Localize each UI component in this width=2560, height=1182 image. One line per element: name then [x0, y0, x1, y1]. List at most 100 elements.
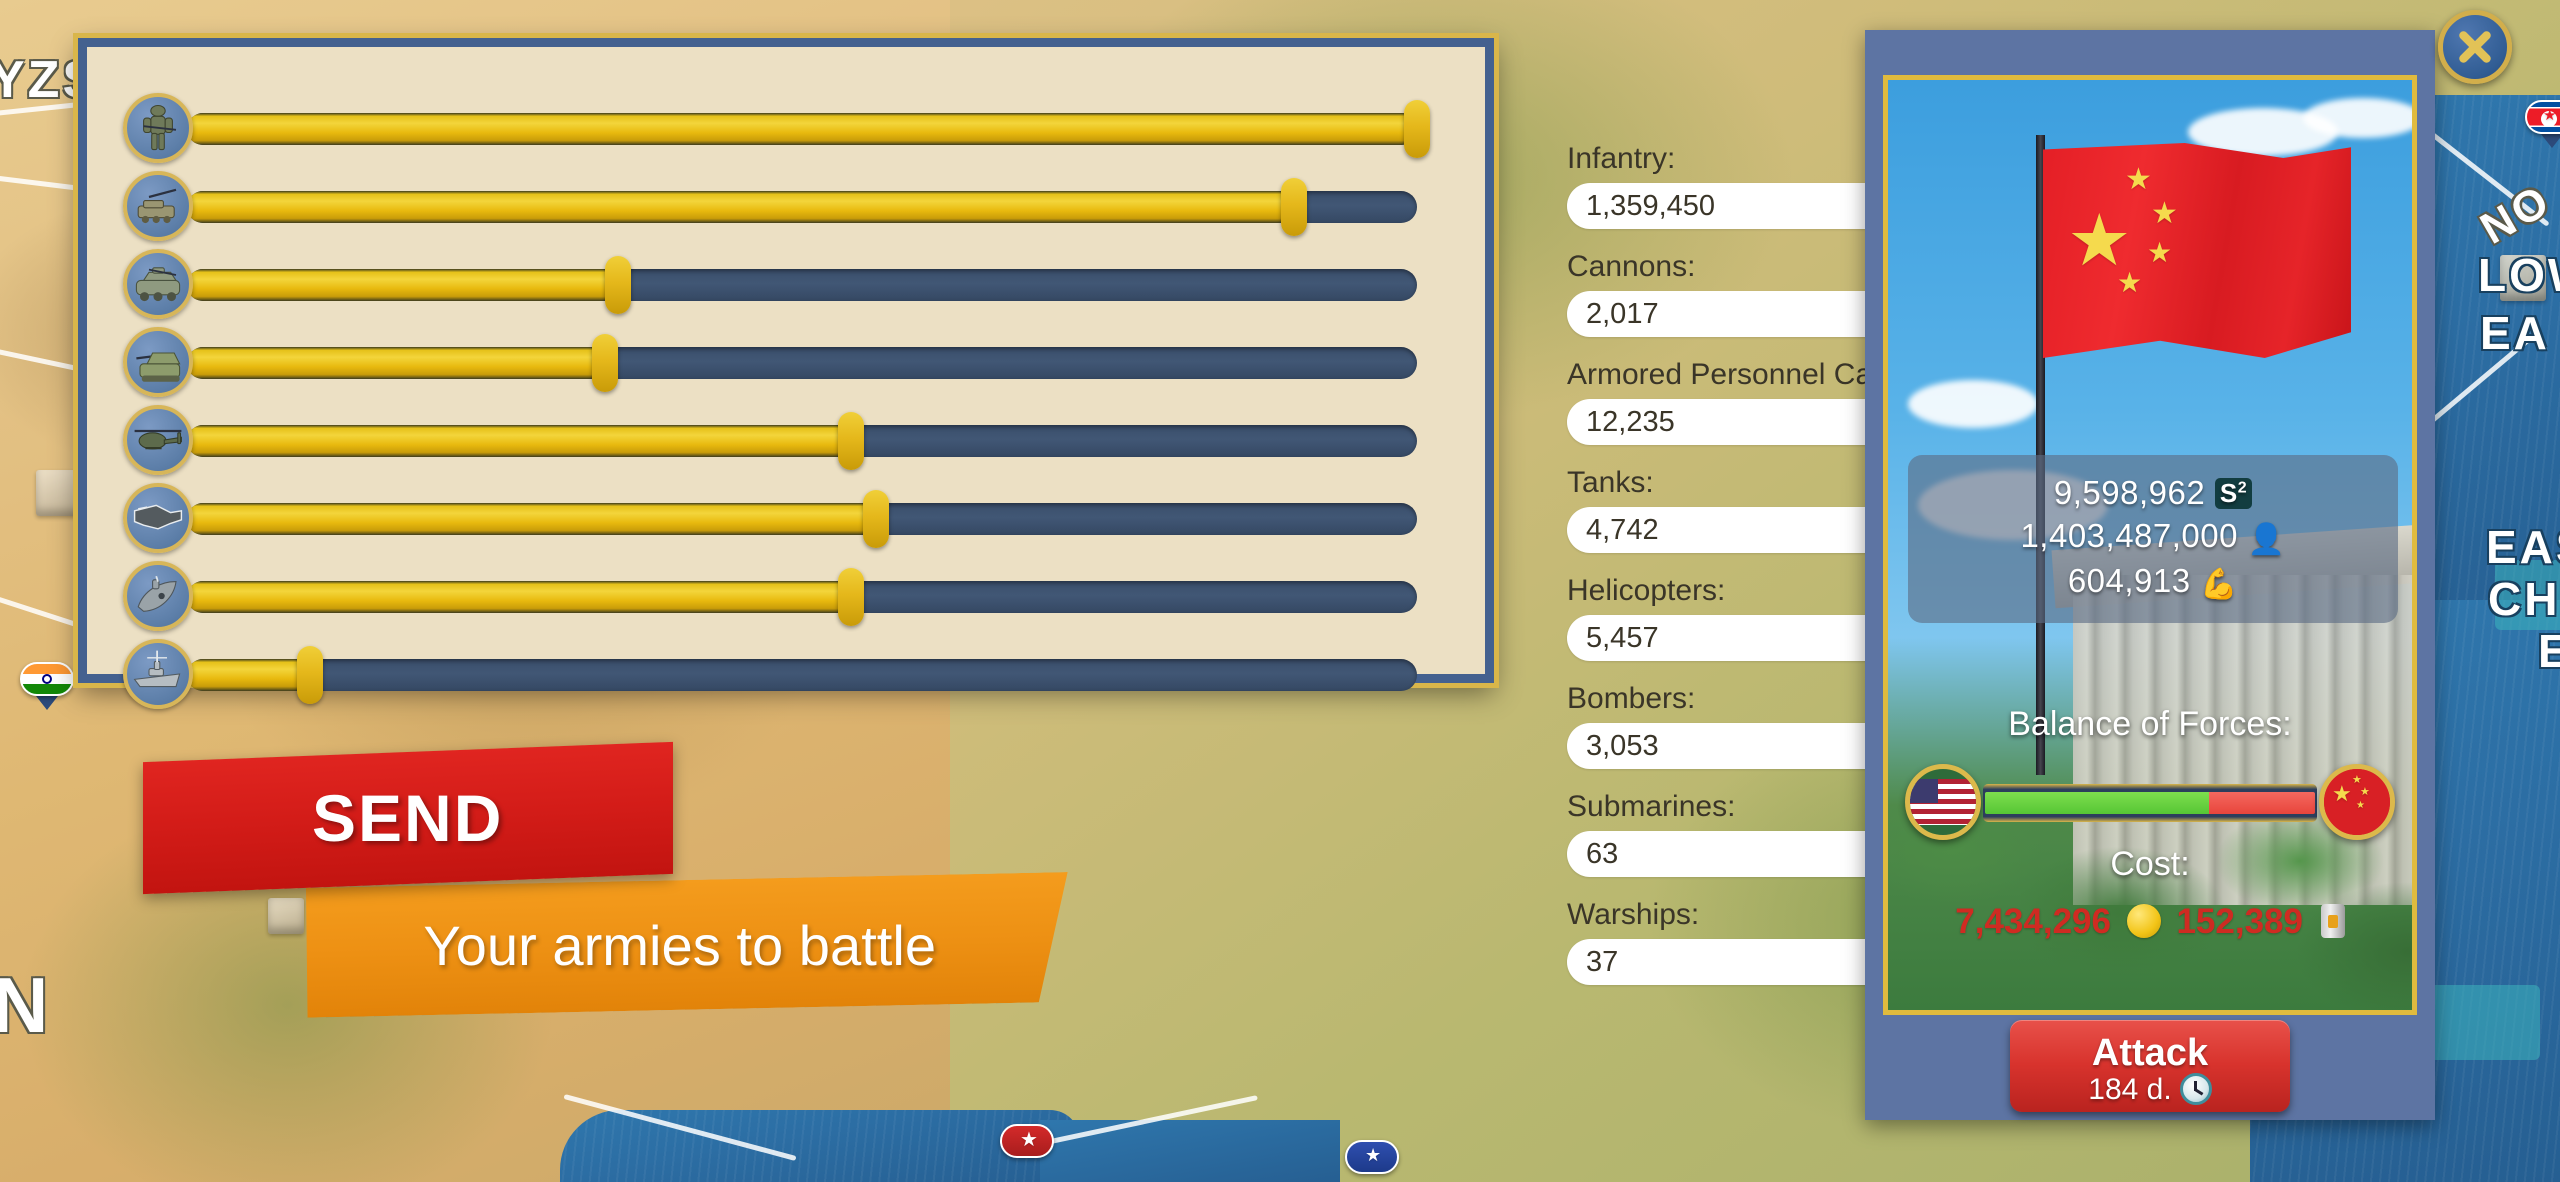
close-icon — [2459, 31, 2491, 63]
oil-barrel-icon — [2320, 904, 2345, 938]
attack-button-duration: 184 d. — [2010, 1072, 2290, 1107]
tutorial-send-label: SEND — [312, 781, 504, 855]
stat-input-helicopter[interactable] — [1567, 615, 1911, 661]
target-country-panel: ★ ★ ★ ★ ★ 9,598,962 S2 1,403,487,000 👤 6… — [1865, 30, 2435, 1120]
army-selection-panel: Infantry: Cannons: Armored Personnel Ca Tan… — [78, 38, 1911, 985]
warship-icon — [123, 639, 193, 709]
slider-fill-1 — [187, 191, 1294, 223]
stat-label: Cannons: — [1567, 250, 1696, 283]
slider-track-3[interactable] — [187, 334, 1417, 392]
stat-label: Armored Personnel Ca — [1567, 358, 1873, 391]
balance-of-forces-section: Balance of Forces: ★ ★ ★ ★ — [1865, 705, 2435, 848]
bomber-icon — [123, 483, 193, 553]
balance-bar: ★ ★ ★ ★ — [1865, 752, 2435, 848]
attack-button[interactable]: Attack 184 d. — [2010, 1020, 2290, 1112]
north-korea-flag-pin[interactable]: ★ — [2525, 100, 2560, 148]
unit-stat-column: Infantry: Cannons: Armored Personnel Ca Tan… — [1567, 142, 1937, 1006]
stat-strength-row: 604,913 💪 — [1908, 562, 2398, 602]
cost-oil-value: 152,389 — [2176, 902, 2303, 941]
slider-thumb-4[interactable] — [838, 412, 865, 470]
slider-fill-3 — [187, 347, 606, 379]
slider-row-warship[interactable] — [87, 635, 1485, 713]
stat-block-submarine: Submarines: — [1567, 790, 1937, 877]
country-stats-overlay: 9,598,962 S2 1,403,487,000 👤 604,913 💪 — [1908, 455, 2398, 623]
balance-heading: Balance of Forces: — [2008, 705, 2292, 743]
stat-label: Bombers: — [1567, 682, 1696, 715]
slider-row-apc[interactable] — [87, 245, 1485, 323]
area-badge-icon: S2 — [2214, 478, 2253, 509]
unit-marker-sea[interactable] — [2495, 560, 2560, 630]
map-flag-pin-bottom[interactable]: ★ — [1000, 1124, 1054, 1164]
stat-block-warship: Warships: — [1567, 898, 1937, 985]
cloud-2 — [2303, 98, 2412, 138]
city-marker-1[interactable] — [36, 470, 82, 516]
stat-area-row: 9,598,962 S2 — [1908, 474, 2398, 512]
slider-row-infantry[interactable] — [87, 89, 1485, 167]
slider-thumb-6[interactable] — [838, 568, 865, 626]
balance-defender-portion — [2209, 792, 2315, 814]
attack-button-label: Attack — [2091, 1031, 2209, 1074]
cloud-4 — [1908, 380, 2038, 428]
stat-input-infantry[interactable] — [1567, 183, 1911, 229]
city-marker-3[interactable] — [2500, 255, 2546, 301]
unit-marker-sea-2[interactable] — [2420, 985, 2540, 1060]
stat-label: Submarines: — [1567, 790, 1736, 823]
attack-duration-text: 184 d. — [2088, 1072, 2172, 1106]
balance-track — [1983, 784, 2317, 822]
china-flag-icon: ★ ★ ★ ★ — [2319, 764, 2395, 840]
stat-input-warship[interactable] — [1567, 939, 1911, 985]
stat-block-bomber: Bombers: — [1567, 682, 1937, 769]
slider-track-1[interactable] — [187, 178, 1417, 236]
tutorial-battle-banner[interactable]: Your armies to battle — [292, 872, 1067, 1018]
slider-fill-4 — [187, 425, 852, 457]
infantry-icon — [123, 93, 193, 163]
cost-money-value: 7,434,296 — [1955, 902, 2111, 941]
stat-block-cannon: Cannons: — [1567, 250, 1937, 337]
sea-inlet — [1040, 1120, 1340, 1182]
slider-row-bomber[interactable] — [87, 479, 1485, 557]
stat-input-submarine[interactable] — [1567, 831, 1911, 877]
slider-row-cannon[interactable] — [87, 167, 1485, 245]
cost-values-row: 7,434,296 152,389 — [1865, 902, 2435, 942]
strength-icon: 💪 — [2200, 568, 2239, 601]
china-flag-graphic: ★ ★ ★ ★ ★ — [2043, 143, 2351, 358]
slider-track-7[interactable] — [187, 646, 1417, 704]
slider-thumb-0[interactable] — [1404, 100, 1430, 158]
balance-attacker-portion — [1985, 792, 2210, 814]
india-flag-pin[interactable] — [20, 662, 74, 710]
stat-strength-value: 604,913 — [2067, 562, 2191, 599]
stat-label: Warships: — [1567, 898, 1700, 931]
south-sea-water — [560, 1110, 1080, 1182]
slider-thumb-7[interactable] — [297, 646, 323, 704]
slider-row-tank[interactable] — [87, 323, 1485, 401]
cost-section: Cost: 7,434,296 152,389 — [1865, 845, 2435, 942]
city-marker-2[interactable] — [268, 898, 304, 934]
stat-input-apc[interactable] — [1567, 399, 1911, 445]
slider-track-2[interactable] — [187, 256, 1417, 314]
slider-thumb-1[interactable] — [1281, 178, 1307, 236]
slider-fill-5 — [187, 503, 876, 535]
slider-track-6[interactable] — [187, 568, 1417, 626]
stat-input-tank[interactable] — [1567, 507, 1911, 553]
slider-track-5[interactable] — [187, 490, 1417, 548]
slider-row-submarine[interactable] — [87, 557, 1485, 635]
close-button[interactable] — [2438, 10, 2512, 84]
tutorial-battle-label: Your armies to battle — [423, 913, 937, 977]
stat-label: Tanks: — [1567, 466, 1654, 499]
stat-label: Helicopters: — [1567, 574, 1726, 607]
stat-block-tank: Tanks: — [1567, 466, 1937, 553]
slider-track-0[interactable] — [187, 100, 1430, 158]
stat-label: Infantry: — [1567, 142, 1676, 175]
tutorial-send-banner[interactable]: SEND — [143, 741, 673, 895]
slider-track-4[interactable] — [187, 412, 1417, 470]
usa-flag-icon — [1905, 764, 1981, 840]
stat-input-cannon[interactable] — [1567, 291, 1911, 337]
slider-thumb-3[interactable] — [592, 334, 619, 392]
slider-row-helicopter[interactable] — [87, 401, 1485, 479]
slider-thumb-2[interactable] — [604, 256, 631, 314]
slider-fill-7 — [187, 659, 310, 691]
stat-input-bomber[interactable] — [1567, 723, 1911, 769]
slider-thumb-5[interactable] — [862, 490, 889, 548]
clock-icon — [2179, 1072, 2212, 1105]
map-flag-pin-bottom-2[interactable]: ★ — [1345, 1140, 1399, 1180]
